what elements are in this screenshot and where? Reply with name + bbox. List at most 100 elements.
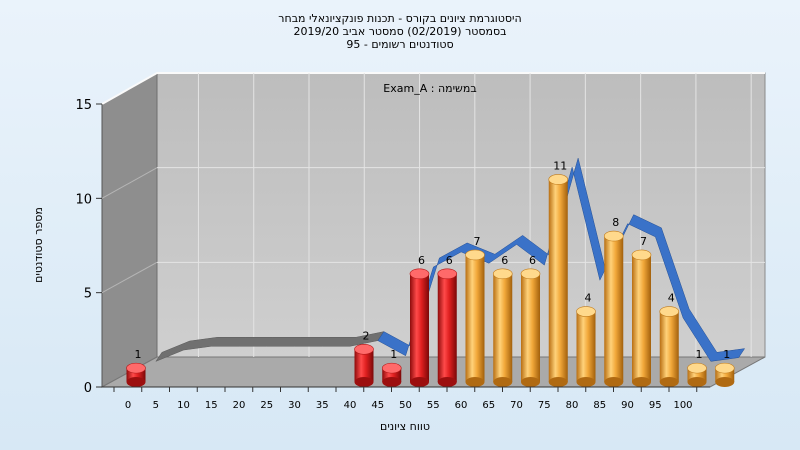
bar-body[interactable] — [659, 311, 679, 382]
bar-top — [576, 306, 596, 317]
bar-top — [548, 174, 569, 185]
bar-top — [437, 268, 458, 280]
bar-top — [381, 362, 402, 374]
bar[interactable] — [520, 268, 541, 387]
bar-top — [354, 343, 374, 355]
bar-value-label: 2 — [363, 329, 370, 342]
bar-body[interactable] — [576, 311, 596, 382]
bar-value-label: 6 — [529, 254, 536, 267]
bar-body[interactable] — [604, 236, 624, 382]
bar-top — [631, 249, 652, 261]
bar-base — [437, 377, 457, 387]
x-tick-label: 85 — [593, 400, 606, 411]
chart-annotation: Exam_A : במשימה — [383, 82, 476, 95]
bar[interactable] — [687, 362, 707, 387]
bar[interactable] — [659, 306, 680, 387]
bar-base — [576, 377, 596, 387]
bar-body[interactable] — [465, 254, 485, 382]
grid-line-side — [101, 261, 158, 294]
bar-value-label: 1 — [696, 348, 703, 361]
chart-title-line-1: היסטוגרמת ציונים בקורס - תכנות פונקציונא… — [278, 12, 521, 25]
y-tick-label: 5 — [84, 287, 92, 302]
bar-body[interactable] — [437, 273, 457, 382]
bar-top — [659, 306, 680, 317]
bar-body[interactable] — [548, 179, 568, 382]
bar[interactable] — [548, 174, 569, 387]
x-tick-label: 70 — [510, 400, 523, 411]
bar-top — [126, 362, 146, 374]
y-tick-label: 10 — [75, 192, 92, 207]
x-tick-label: 80 — [566, 400, 579, 411]
x-tick-label: 100 — [673, 400, 692, 411]
side-wall — [101, 72, 158, 388]
bar-value-label: 1 — [723, 348, 730, 361]
bar-body[interactable] — [632, 254, 651, 382]
bar-top — [687, 362, 707, 374]
x-tick-label: 0 — [125, 400, 131, 411]
bar-value-label: 1 — [135, 348, 142, 361]
x-tick-label: 20 — [233, 400, 246, 411]
bar-value-label: 6 — [418, 254, 425, 267]
bar-value-label: 11 — [553, 159, 567, 172]
bar-base — [465, 377, 485, 387]
x-tick-label: 10 — [177, 400, 190, 411]
bar-base — [493, 377, 513, 387]
x-tick-label: 75 — [538, 400, 551, 411]
bar-body[interactable] — [493, 273, 513, 382]
y-axis-ticks: 0 5 10 15 — [75, 98, 102, 396]
x-tick-label: 5 — [153, 400, 159, 411]
x-tick-label: 40 — [344, 400, 357, 411]
bar-top — [492, 268, 513, 280]
bar-base — [687, 377, 707, 387]
grid-line-side — [101, 167, 158, 199]
bar[interactable] — [714, 362, 735, 387]
bar-base — [604, 377, 624, 387]
bar-top — [465, 249, 485, 261]
bar[interactable] — [381, 362, 402, 387]
bar-value-label: 6 — [501, 254, 508, 267]
bar-top — [520, 268, 541, 280]
bar-base — [659, 377, 679, 387]
y-axis-label: מספר סטודנטים — [32, 207, 45, 283]
bar[interactable] — [409, 268, 430, 387]
chart-title-line-2: בסמסטר (02/2019) סמסטר אביב 2019/20 — [293, 25, 506, 38]
bar-value-label: 6 — [446, 254, 453, 267]
bar-value-label: 1 — [390, 348, 397, 361]
bar-body[interactable] — [410, 273, 429, 382]
x-tick-label: 90 — [621, 400, 634, 411]
bar-value-label: 7 — [474, 235, 481, 248]
bar-base — [354, 377, 374, 387]
bar-body[interactable] — [521, 273, 540, 382]
bar[interactable] — [576, 306, 596, 387]
y-tick-label: 0 — [84, 381, 92, 396]
x-tick-label: 55 — [427, 400, 440, 411]
bar-base — [715, 377, 735, 387]
x-tick-label: 50 — [399, 400, 412, 411]
bar[interactable] — [631, 249, 652, 387]
bar[interactable] — [492, 268, 513, 387]
x-tick-label: 45 — [371, 400, 384, 411]
x-tick-label: 15 — [205, 400, 218, 411]
x-axis-label: טווח ציונים — [380, 420, 430, 433]
bar-value-label: 8 — [612, 216, 619, 229]
bar-base — [632, 377, 651, 387]
x-tick-label: 35 — [316, 400, 329, 411]
bar[interactable] — [603, 230, 624, 387]
y-tick-label: 15 — [75, 98, 92, 113]
x-tick-label: 65 — [482, 400, 495, 411]
x-tick-label: 30 — [288, 400, 301, 411]
bar[interactable] — [126, 362, 146, 387]
bar[interactable] — [465, 249, 485, 387]
chart-title-line-3: 95 - סטודנטים רשומים — [346, 38, 453, 51]
bar-value-label: 4 — [585, 292, 592, 305]
bar-base — [548, 377, 568, 387]
bar-value-label: 7 — [640, 235, 647, 248]
bar-body[interactable] — [354, 349, 374, 382]
bar-top — [603, 230, 624, 242]
x-axis-ticks: 0 5 10 15 20 25 30 35 40 45 50 55 60 65 70 75 80 85 90 95 10… — [102, 386, 710, 411]
bar[interactable] — [437, 268, 458, 387]
bar[interactable] — [354, 343, 374, 387]
